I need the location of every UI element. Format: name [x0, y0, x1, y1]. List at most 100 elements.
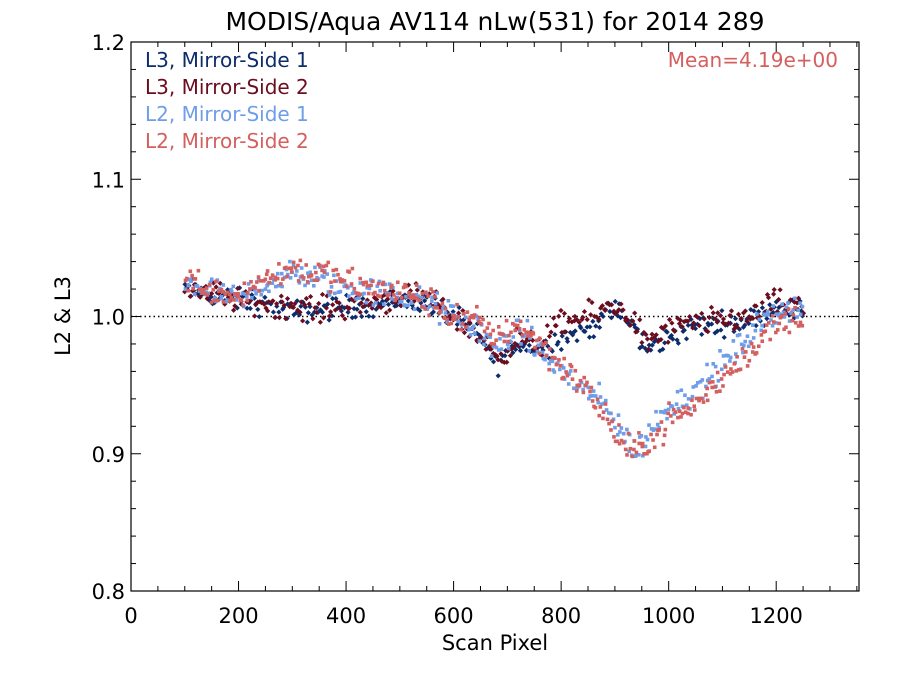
data-point: [759, 299, 765, 306]
data-point: [691, 385, 696, 389]
data-point: [666, 407, 671, 412]
data-point: [800, 310, 807, 316]
data-point: [675, 389, 680, 394]
data-point: [257, 289, 261, 293]
data-point: [677, 317, 684, 323]
data-point: [793, 320, 798, 325]
data-point: [437, 303, 443, 310]
data-point: [707, 380, 712, 385]
data-point: [770, 323, 775, 328]
data-point: [366, 291, 371, 296]
data-point: [240, 294, 246, 300]
data-point: [234, 298, 239, 302]
data-point: [482, 342, 486, 347]
data-point: [324, 263, 329, 268]
data-point: [423, 307, 427, 311]
data-point: [608, 302, 615, 308]
data-point: [596, 324, 603, 331]
data-point: [745, 364, 750, 368]
data-point: [798, 320, 803, 325]
data-point: [435, 291, 440, 295]
data-point: [349, 315, 355, 321]
data-point: [478, 334, 484, 341]
data-point: [501, 332, 506, 337]
data-point: [742, 322, 748, 328]
data-point: [352, 314, 359, 320]
data-point: [573, 368, 578, 373]
data-point: [738, 367, 743, 372]
data-point: [304, 319, 310, 325]
data-point: [454, 321, 460, 328]
data-point: [258, 300, 265, 306]
data-point: [204, 296, 210, 302]
data-point: [291, 260, 296, 265]
data-point: [686, 406, 690, 410]
data-point: [482, 336, 487, 341]
data-point: [705, 329, 711, 335]
data-point: [389, 283, 394, 288]
data-point: [631, 322, 637, 328]
data-point: [603, 398, 608, 403]
data-point: [800, 304, 805, 309]
data-point: [221, 300, 226, 304]
data-point: [461, 330, 468, 336]
data-point: [535, 338, 539, 343]
data-point: [679, 415, 683, 419]
data-point: [433, 295, 437, 299]
data-point: [581, 308, 588, 315]
data-point: [731, 328, 737, 335]
data-point: [668, 332, 675, 339]
data-point: [437, 322, 442, 326]
data-point: [617, 441, 622, 446]
data-point: [559, 333, 565, 339]
data-point: [770, 291, 777, 297]
data-point: [266, 299, 272, 305]
data-point: [739, 342, 744, 347]
data-point: [772, 320, 776, 324]
data-point: [488, 346, 494, 352]
data-point: [669, 320, 675, 326]
data-point: [378, 294, 382, 299]
data-point: [389, 285, 393, 290]
data-point: [378, 288, 382, 293]
data-point: [557, 358, 561, 362]
x-tick-label: 1000: [642, 604, 695, 628]
data-point: [377, 279, 382, 284]
data-point: [376, 281, 381, 286]
data-point: [667, 401, 671, 405]
data-point: [305, 310, 311, 316]
x-tick-label: 0: [124, 604, 137, 628]
data-point: [417, 285, 422, 289]
data-point: [537, 336, 542, 341]
data-point: [705, 386, 709, 391]
data-point: [632, 324, 638, 331]
data-point: [427, 304, 432, 308]
data-point: [735, 354, 739, 359]
data-point: [582, 328, 588, 335]
data-point: [691, 320, 697, 326]
data-point: [310, 316, 316, 322]
data-point: [278, 293, 284, 299]
data-point: [369, 305, 375, 311]
data-point: [267, 280, 271, 285]
data-point: [364, 280, 369, 285]
data-point: [354, 306, 360, 312]
data-point: [253, 302, 259, 308]
data-point: [797, 298, 803, 304]
data-point: [483, 346, 489, 352]
data-point: [411, 293, 416, 297]
data-point: [713, 385, 717, 389]
data-point: [295, 269, 299, 273]
data-point: [749, 341, 754, 346]
data-point: [777, 287, 783, 293]
data-point: [373, 306, 379, 312]
data-point: [663, 427, 668, 432]
data-point: [336, 290, 341, 295]
data-point: [494, 353, 500, 359]
data-point: [262, 294, 268, 301]
data-point: [349, 282, 354, 286]
data-point: [699, 310, 705, 317]
data-point: [197, 294, 203, 300]
data-point: [703, 327, 709, 334]
data-point: [457, 317, 464, 324]
